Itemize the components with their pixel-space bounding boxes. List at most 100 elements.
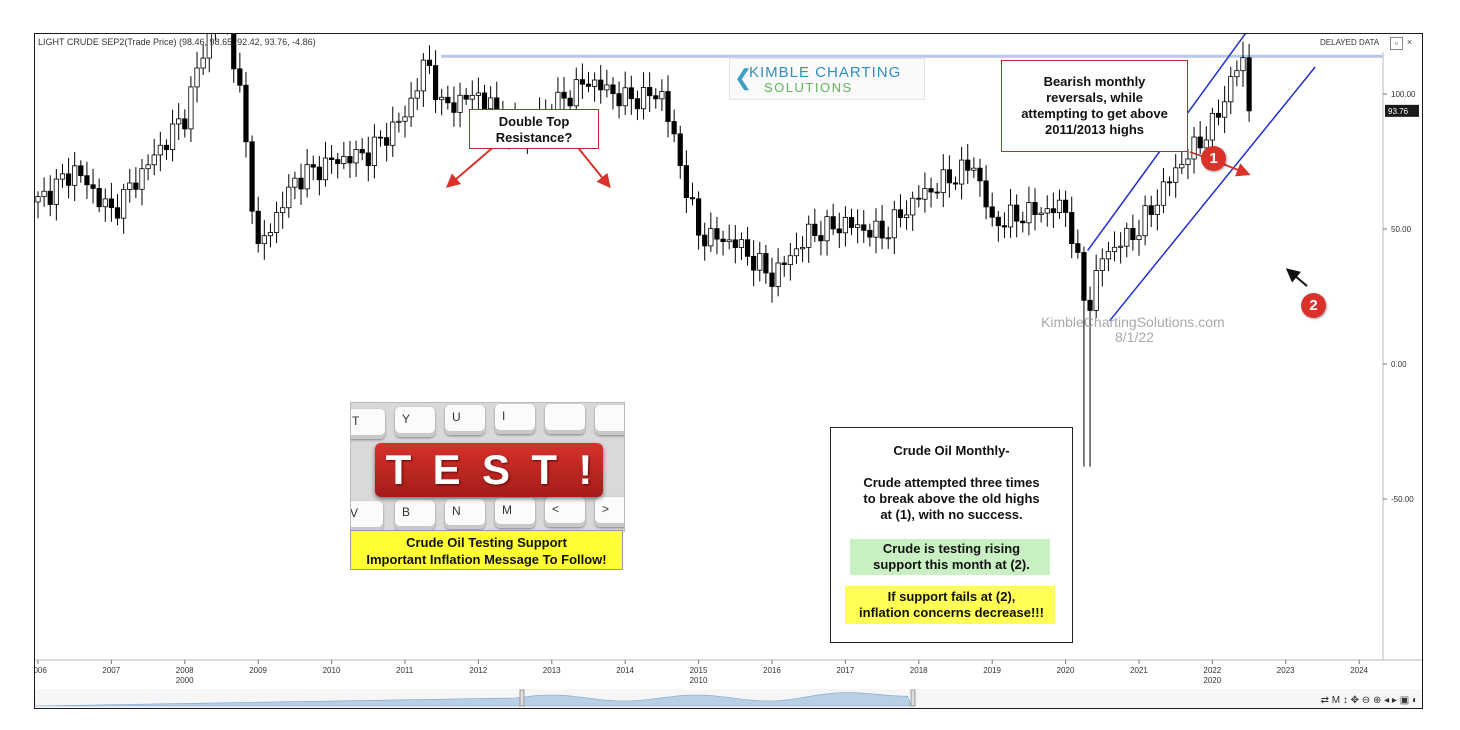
candle-body [696,198,702,236]
candle-body [610,84,616,95]
candle-body [475,92,482,96]
candle-body [720,238,726,243]
key: V [351,501,383,531]
key [545,404,585,434]
candle-body [243,84,249,143]
candle-body [934,191,940,194]
candle-body [592,79,598,87]
test-letter: T [531,446,557,493]
candle-body [267,232,274,237]
x-tick-label: 2014 [616,666,634,675]
test-banner: T E S T ! [375,443,603,497]
candle-body [732,239,738,248]
candle-body [108,198,114,209]
candle-body [133,182,139,190]
candle-body [353,149,359,164]
candle-body [983,180,989,208]
logo-arrow-icon: ❮ [734,65,753,90]
candle-body [1222,101,1228,118]
summary-box: Crude Oil Monthly- Crude attempted three… [830,427,1073,643]
y-tick-label: 100.00 [1391,90,1416,99]
candle-body [1179,164,1185,169]
candle-body [653,95,659,100]
candle-body [1063,199,1069,213]
test-letter: S [481,446,510,493]
candle-body [1185,158,1191,165]
candle-body [1007,204,1014,228]
candle-body [286,186,292,209]
candle-body [488,97,494,110]
candle-body [1014,204,1020,222]
candle-body [1032,202,1038,215]
candle-body [316,166,322,181]
candle-body [335,159,341,164]
candle-body [1142,205,1148,237]
x-tick-label: 2021 [1130,666,1148,675]
green-highlight [850,539,1050,575]
candle-body [182,118,188,130]
candle-body [855,224,861,228]
candle-body [971,167,977,171]
candle-body [787,255,793,266]
candle-body [341,156,347,164]
candle-body [671,121,677,135]
candle-body [1099,258,1105,271]
x-tick-label: 2013 [543,666,561,675]
key [595,405,624,435]
candle-body [744,239,751,257]
maximize-icon[interactable]: ▫ [1390,37,1403,50]
candle-body [169,123,176,151]
candle-body [1215,112,1222,118]
candle-body [683,165,689,198]
candle-body [836,228,842,234]
candle-body [738,239,745,248]
candle-body [567,97,573,107]
candle-body [231,34,237,70]
chart-frame: 150.00100.0050.000.00-50.002006200720082… [34,33,1423,709]
candle-body [72,165,78,186]
candle-body [35,196,41,203]
price-chart[interactable]: 150.00100.0050.000.00-50.002006200720082… [35,34,1422,708]
candle-body [377,136,384,139]
close-icon[interactable]: × [1404,37,1415,48]
candle-body [127,182,133,191]
summary-line: inflation concerns decrease!!! [859,605,1044,620]
candle-body [1026,202,1032,224]
candle-body [347,156,353,164]
candle-body [708,228,714,247]
candle-body [463,94,469,100]
candle-body [384,137,390,146]
last-price-label: 93.76 [1388,107,1409,116]
candle-body [41,190,47,198]
candle-body [928,188,934,193]
candle-body [891,209,897,239]
candle-body [1209,112,1215,141]
candle-body [65,173,72,186]
x-tick-label: 2024 [1350,666,1368,675]
candle-body [414,90,420,99]
candle-body [322,157,329,181]
candle-body [775,262,781,287]
marker-1-arrow [1222,163,1251,177]
x-tick-label: 2009 [249,666,267,675]
logo-line2: SOLUTIONS [764,80,853,95]
candle-body [726,239,732,243]
summary-line: support this month at (2). [873,557,1030,572]
candle-body [328,157,335,160]
candle-body [396,120,402,123]
candle-body [1105,251,1112,260]
candle-body [1075,243,1081,253]
candle-body [114,207,121,219]
candle-body [1130,227,1136,241]
chart-toolbar[interactable]: ⇄ M ↕ ✥ ⊖ ⊕ ◂ ▸ ▣ ◐ [1320,695,1418,706]
candle-body [1148,205,1154,215]
candle-body [255,210,261,245]
x-tick-label: 2017 [836,666,854,675]
candle-body [359,149,365,154]
candle-body [873,220,879,238]
candle-body [806,223,812,248]
candle-body [830,216,836,230]
navigator-handle [910,689,916,707]
candle-body [1118,245,1124,248]
candle-body [1246,57,1252,112]
